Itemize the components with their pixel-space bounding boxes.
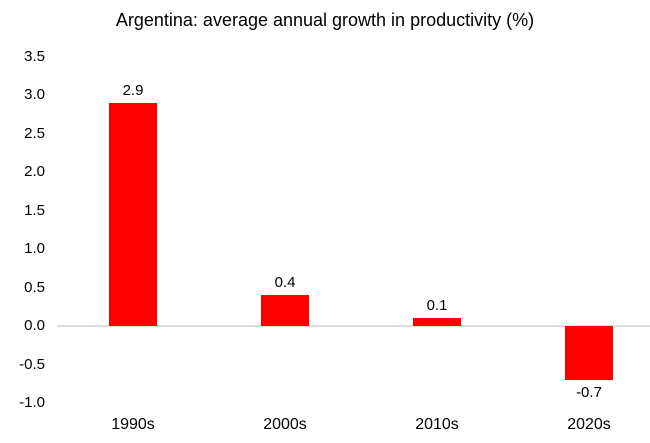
data-label: -0.7 [576,383,602,401]
y-axis-tick-label: 3.5 [24,47,45,65]
zero-axis-line [57,325,650,327]
bar-2020s [565,326,613,380]
bar-1990s [109,102,157,326]
y-axis-tick-label: 0.0 [24,317,45,334]
data-label: 2.9 [122,81,144,99]
y-axis-tick-label: 3.0 [24,86,45,103]
bar-2010s [413,318,461,326]
y-axis-tick-label: -1.0 [19,394,45,411]
bar-2000s [261,295,309,326]
x-axis-category-label: 1990s [111,416,155,433]
data-label: 0.1 [426,297,448,315]
y-axis-tick-label: 2.0 [24,163,45,180]
x-axis-category-label: 2020s [567,416,611,433]
chart-title: Argentina: average annual growth in prod… [115,10,535,30]
y-axis-tick-label: -0.5 [19,355,45,373]
data-label: 0.4 [274,274,296,292]
y-axis-tick-label: 1.5 [24,201,45,219]
y-axis-tick-label: 2.5 [24,124,45,142]
y-axis-tick-label: 0.5 [24,278,45,296]
y-axis-tick-label: 1.0 [24,240,45,257]
x-axis-category-label: 2000s [263,416,307,433]
x-axis-category-label: 2010s [415,416,459,433]
